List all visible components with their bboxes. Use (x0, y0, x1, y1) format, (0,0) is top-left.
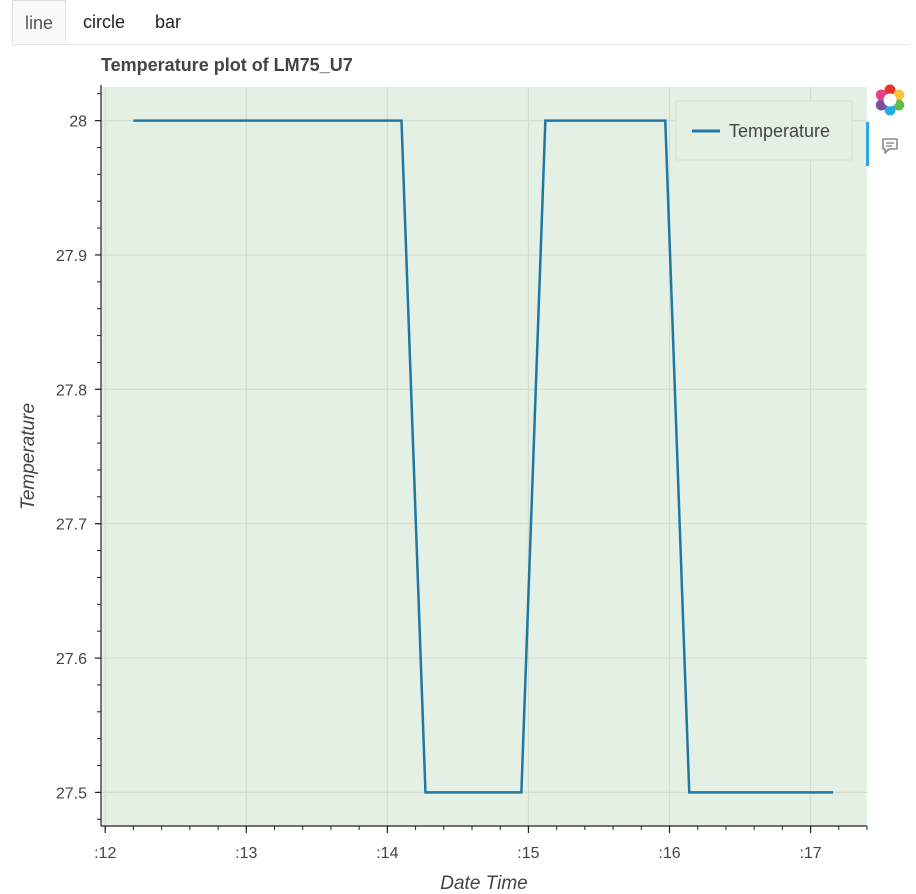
x-tick-label: :16 (658, 845, 680, 862)
y-tick-label: 27.8 (56, 382, 87, 399)
x-tick-label: :15 (517, 845, 539, 862)
legend-label: Temperature (729, 121, 830, 141)
tab-bar-chart[interactable]: bar (155, 12, 182, 32)
tab-circle[interactable]: circle (83, 12, 126, 32)
y-tick-label: 27.9 (56, 248, 87, 265)
series-line-temperature[interactable] (133, 119, 834, 794)
plot-background (101, 87, 867, 826)
y-axis-label: Temperature (18, 403, 39, 510)
chart-title: Temperature plot of LM75_U7 (101, 55, 353, 75)
tab-line[interactable]: line (12, 0, 67, 44)
x-tick-label: :12 (94, 845, 116, 862)
x-axis-label: Date Time (440, 873, 527, 894)
y-tick-label: 27.5 (56, 785, 87, 802)
plot-toolbar (866, 82, 916, 172)
x-tick-label: :17 (799, 845, 821, 862)
y-tick-label: 27.7 (56, 517, 87, 534)
y-tick-label: 27.6 (56, 651, 87, 668)
tab-bar: line circle bar (12, 0, 910, 45)
y-tick-label: 28 (69, 114, 87, 131)
bokeh-logo-icon[interactable] (874, 84, 906, 121)
x-tick-label: :13 (235, 845, 257, 862)
active-tool-indicator (866, 122, 869, 166)
x-tick-label: :14 (376, 845, 398, 862)
hover-tooltip-icon[interactable] (880, 136, 900, 161)
